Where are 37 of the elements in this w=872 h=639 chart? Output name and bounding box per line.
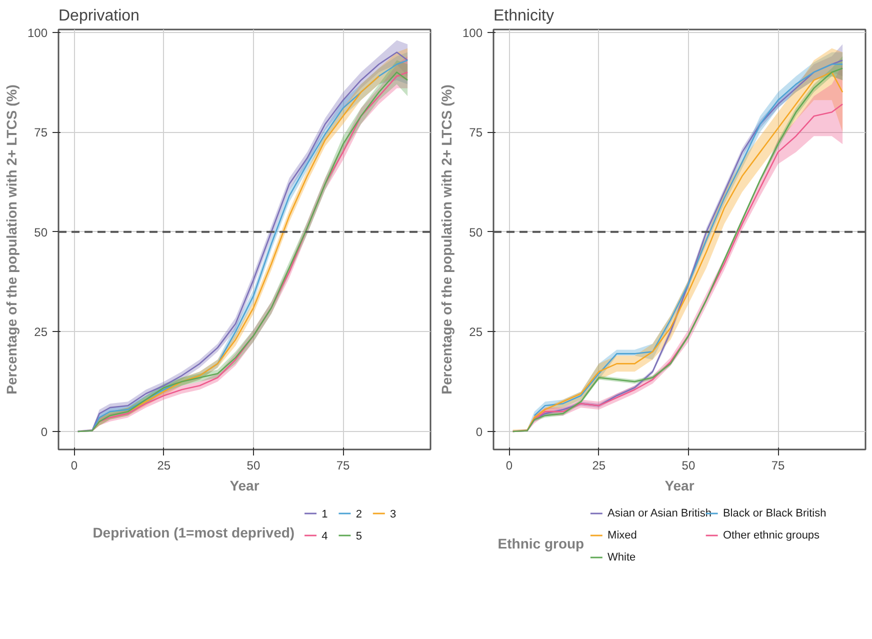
legend-label: 4 (322, 530, 328, 542)
y-tick-label: 100 (27, 26, 48, 40)
chart-title: Deprivation (58, 8, 140, 24)
legend-label: Other ethnic groups (722, 530, 820, 542)
x-tick-label: 50 (682, 458, 696, 472)
y-tick-label: 100 (462, 26, 483, 40)
legend-title: Ethnic group (498, 536, 584, 552)
legend-label: Black or Black British (722, 508, 826, 520)
y-tick-label: 0 (476, 425, 483, 440)
y-tick-label: 0 (40, 425, 48, 440)
x-tick-label: 75 (771, 458, 786, 472)
x-tick-label: 75 (336, 458, 350, 472)
y-tick-label: 25 (469, 325, 483, 340)
line-series (127, 76, 380, 412)
x-tick-label: 0 (506, 458, 513, 472)
y-tick-label: 50 (469, 225, 483, 240)
legend-label: 5 (356, 530, 362, 542)
legend-label: 1 (322, 508, 328, 520)
y-axis-title: Percentage of the population with 2+ LTCS (%) (438, 84, 454, 394)
x-tick-label: 0 (70, 458, 78, 472)
legend-label: Mixed (608, 530, 637, 542)
y-axis-title: Percentage of the population with 2+ LTCS (%) (3, 84, 20, 394)
y-tick-label: 25 (34, 325, 48, 340)
chart-title: Ethnicity (494, 8, 554, 24)
x-tick-label: 25 (157, 458, 171, 472)
x-tick-label: 25 (592, 458, 606, 472)
legend-label: 2 (356, 508, 362, 520)
y-tick-label: 75 (469, 126, 483, 140)
legend-label: Asian or Asian British (608, 508, 712, 520)
x-axis-title: Year (230, 478, 260, 494)
legend-label: 3 (390, 508, 396, 520)
y-tick-label: 75 (34, 126, 48, 140)
x-axis-title: Year (664, 478, 695, 494)
legend-label: White (608, 552, 636, 564)
legend-title: Deprivation (1=most deprived) (92, 524, 295, 540)
y-tick-label: 50 (34, 225, 48, 240)
x-tick-label: 50 (246, 458, 260, 472)
